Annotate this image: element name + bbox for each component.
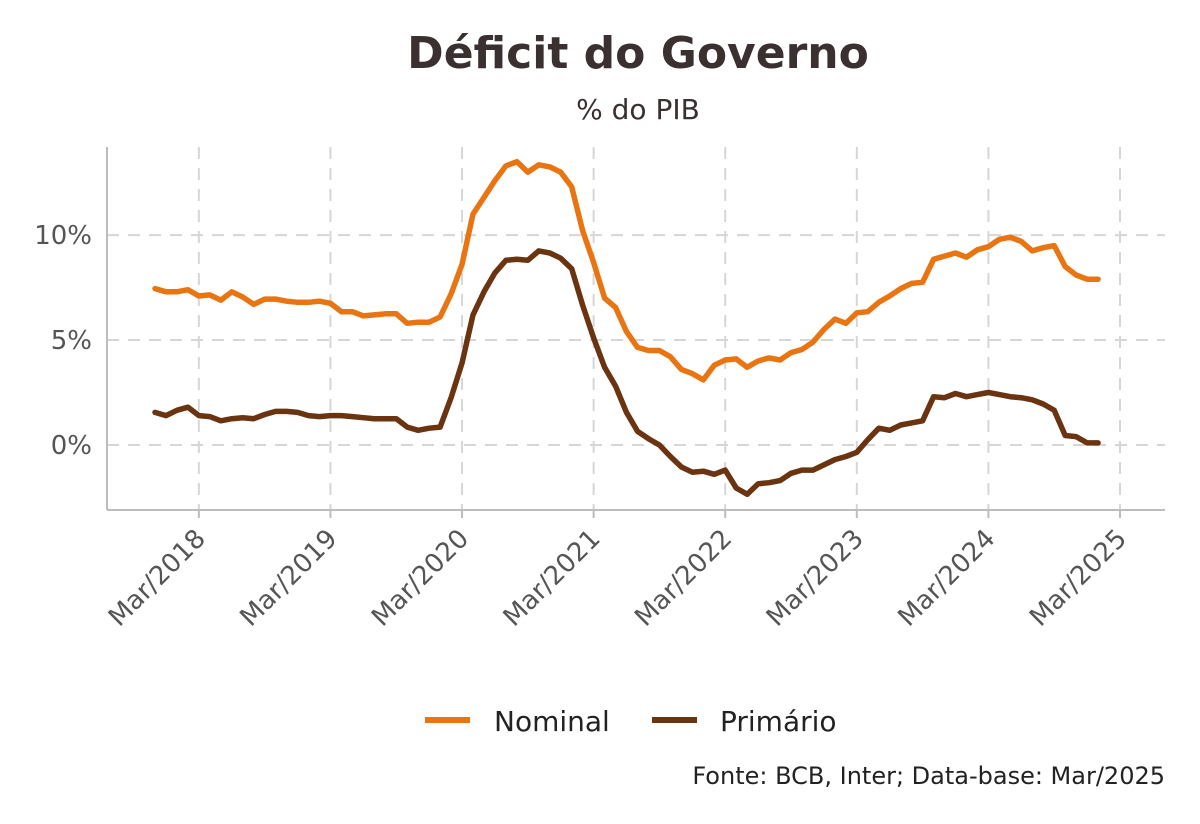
x-tick-label: Mar/2019 [235, 524, 344, 633]
x-tick-label: Mar/2022 [629, 524, 738, 633]
chart-title: Déficit do Governo [407, 28, 869, 79]
series-layer [152, 158, 1101, 498]
y-axis-ticks: 0% 5% 10% [34, 221, 92, 461]
legend: Nominal Primário [425, 705, 837, 738]
chart-caption: Fonte: BCB, Inter; Data-base: Mar/2025 [692, 762, 1165, 790]
legend-label-primario: Primário [720, 705, 837, 738]
x-tick-label: Mar/2024 [892, 524, 1001, 633]
y-gridlines [107, 234, 1165, 446]
chart-subtitle: % do PIB [576, 93, 700, 126]
x-tick-label: Mar/2023 [761, 524, 870, 633]
x-tick-label: Mar/2020 [366, 524, 475, 633]
x-tick-label: Mar/2025 [1024, 524, 1133, 633]
series-line-nominal [152, 158, 1101, 383]
x-tick-label: Mar/2018 [103, 524, 212, 633]
x-gridlines [197, 147, 1121, 510]
y-tick-label: 5% [51, 326, 92, 356]
series-line-primario [152, 248, 1101, 498]
legend-label-nominal: Nominal [494, 705, 610, 738]
x-tick-label: Mar/2021 [498, 524, 607, 633]
y-tick-label: 10% [34, 221, 92, 251]
x-axis-ticks: Mar/2018 Mar/2019 Mar/2020 Mar/2021 Mar/2022… [103, 510, 1133, 633]
y-tick-label: 0% [51, 431, 92, 461]
